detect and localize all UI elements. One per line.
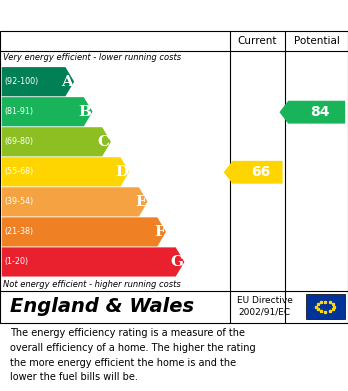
Text: C: C	[98, 135, 110, 149]
Polygon shape	[2, 97, 93, 126]
Polygon shape	[2, 67, 74, 96]
Text: Not energy efficient - higher running costs: Not energy efficient - higher running co…	[3, 280, 181, 289]
Text: Current: Current	[238, 36, 277, 46]
Text: F: F	[154, 225, 165, 239]
Text: G: G	[171, 255, 183, 269]
Polygon shape	[2, 187, 148, 217]
Text: (55-68): (55-68)	[4, 167, 33, 176]
Polygon shape	[2, 127, 111, 156]
Text: (81-91): (81-91)	[4, 107, 33, 116]
Text: 66: 66	[251, 165, 271, 179]
Polygon shape	[2, 157, 129, 187]
Text: Energy Efficiency Rating: Energy Efficiency Rating	[60, 7, 288, 25]
Polygon shape	[2, 217, 166, 246]
Text: B: B	[79, 105, 92, 119]
Text: EU Directive
2002/91/EC: EU Directive 2002/91/EC	[237, 296, 292, 317]
Text: (69-80): (69-80)	[4, 137, 33, 146]
Text: (92-100): (92-100)	[4, 77, 38, 86]
Polygon shape	[224, 161, 283, 184]
Text: (21-38): (21-38)	[4, 228, 33, 237]
Polygon shape	[279, 101, 345, 124]
Text: Potential: Potential	[294, 36, 340, 46]
Polygon shape	[2, 248, 184, 276]
Text: (1-20): (1-20)	[4, 257, 28, 266]
Text: (39-54): (39-54)	[4, 197, 33, 206]
Text: A: A	[61, 75, 73, 89]
Text: 84: 84	[310, 105, 330, 119]
Text: Very energy efficient - lower running costs: Very energy efficient - lower running co…	[3, 54, 182, 63]
Text: D: D	[115, 165, 128, 179]
Text: The energy efficiency rating is a measure of the
overall efficiency of a home. T: The energy efficiency rating is a measur…	[10, 328, 256, 382]
Bar	[306, 294, 345, 319]
Text: E: E	[135, 195, 147, 209]
Text: England & Wales: England & Wales	[10, 297, 195, 316]
